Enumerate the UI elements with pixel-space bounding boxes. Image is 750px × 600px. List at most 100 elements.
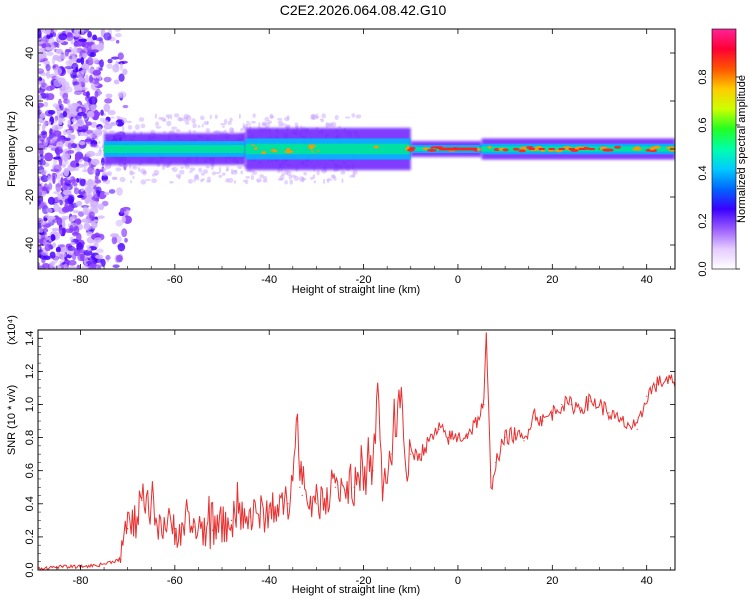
ridge-scatter — [124, 164, 128, 168]
ridge-hotspot — [168, 149, 173, 153]
noise-speckle — [77, 248, 86, 254]
noise-speckle — [63, 81, 70, 90]
noise-speckle — [71, 62, 79, 70]
noise-speckle — [38, 159, 46, 166]
noise-speckle — [92, 58, 99, 64]
noise-speckle — [72, 81, 80, 86]
noise-speckle — [38, 94, 42, 101]
ridge-hotspot — [288, 144, 296, 148]
ridge-scatter — [109, 130, 115, 133]
noise-speckle — [104, 98, 113, 104]
ridge-scatter — [233, 180, 237, 184]
noise-speckle — [116, 254, 123, 263]
noise-speckle — [63, 167, 70, 177]
ridge-scatter — [267, 120, 273, 125]
noise-speckle — [81, 218, 90, 223]
ridge-hotspot — [143, 147, 152, 151]
noise-speckle — [81, 265, 90, 269]
ridge-scatter — [225, 168, 229, 172]
noise-speckle — [71, 102, 80, 107]
colorbar-tick-label: 0.6 — [697, 117, 709, 132]
noise-speckle — [105, 255, 111, 261]
snr-point — [230, 519, 233, 521]
noise-speckle — [67, 142, 73, 150]
noise-speckle — [72, 46, 78, 55]
ridge-scatter — [115, 167, 122, 172]
snr-point — [523, 440, 525, 442]
ridge-scatter — [310, 114, 317, 118]
noise-speckle — [94, 90, 99, 99]
ridge-hotspot — [284, 150, 294, 154]
y-tick-label: 1.2 — [24, 364, 36, 379]
noise-speckle — [45, 46, 51, 51]
ridge-scatter — [289, 179, 293, 185]
noise-speckle — [38, 37, 47, 44]
ridge-scatter — [238, 113, 241, 119]
noise-speckle — [62, 160, 69, 165]
noise-speckle — [64, 202, 69, 212]
noise-speckle — [38, 118, 44, 122]
noise-speckle — [38, 265, 46, 269]
ridge-scatter — [245, 176, 251, 179]
ridge-hotspot — [487, 145, 492, 149]
noise-speckle — [61, 246, 69, 253]
noise-speckle — [40, 175, 49, 183]
noise-speckle — [47, 121, 52, 125]
ridge-scatter — [330, 121, 337, 128]
noise-speckle — [53, 67, 63, 76]
ridge-hotspot — [133, 148, 143, 152]
snr-point — [636, 428, 638, 430]
noise-speckle — [122, 104, 129, 109]
ridge-scatter — [205, 165, 210, 169]
ridge-scatter — [259, 174, 265, 179]
ridge-scatter — [126, 120, 132, 124]
noise-speckle — [86, 261, 92, 265]
noise-speckle — [56, 217, 63, 226]
snr-point — [391, 453, 393, 455]
noise-speckle — [46, 186, 50, 195]
ridge-scatter — [110, 116, 115, 119]
noise-speckle — [92, 34, 98, 41]
ridge-scatter — [155, 125, 162, 129]
noise-speckle — [38, 199, 41, 207]
ridge-scatter — [99, 146, 102, 152]
noise-speckle — [51, 227, 60, 232]
ridge-scatter — [229, 117, 233, 122]
ridge-scatter — [119, 176, 126, 183]
snr-point — [476, 420, 478, 422]
noise-speckle — [76, 242, 84, 251]
noise-speckle — [48, 37, 55, 46]
snr-point — [334, 486, 336, 488]
noise-speckle — [86, 43, 92, 52]
ridge-scatter — [237, 165, 243, 170]
ridge-hotspot — [261, 151, 266, 155]
noise-speckle — [88, 262, 97, 269]
x-tick-label: 0 — [455, 575, 461, 587]
y-tick-label: 0.2 — [24, 529, 36, 544]
ridge-scatter — [121, 117, 127, 124]
noise-speckle — [53, 203, 60, 212]
ridge-hotspot — [212, 148, 218, 152]
ridge-scatter — [223, 118, 228, 125]
snr-point — [485, 334, 487, 336]
noise-speckle — [92, 169, 97, 174]
noise-speckle — [38, 29, 42, 32]
noise-speckle — [91, 49, 100, 53]
x-tick-label: -20 — [356, 274, 372, 286]
noise-speckle — [88, 194, 94, 199]
noise-speckle — [58, 33, 68, 41]
noise-speckle — [67, 119, 72, 125]
ridge-scatter — [188, 170, 193, 173]
ridge-scatter — [319, 118, 323, 121]
ridge-scatter — [240, 127, 244, 132]
snr-line — [38, 332, 675, 570]
noise-speckle — [71, 118, 77, 123]
noise-speckle — [41, 82, 47, 88]
noise-speckle — [55, 183, 62, 192]
noise-speckle — [93, 219, 99, 223]
noise-speckle — [122, 68, 128, 76]
noise-speckle — [112, 264, 120, 269]
ridge-hotspot — [113, 145, 124, 149]
ridge-scatter — [202, 169, 209, 174]
